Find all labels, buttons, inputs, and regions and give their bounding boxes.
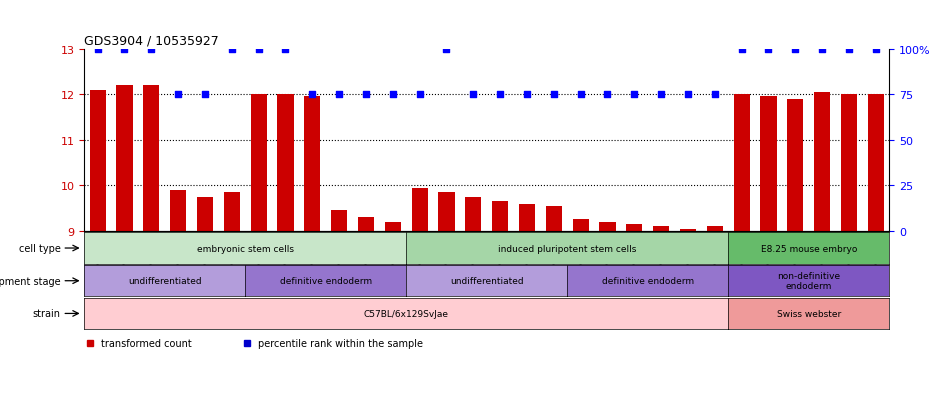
Bar: [868, 95, 884, 231]
Bar: [224, 192, 240, 231]
Point: [734, 46, 749, 53]
Text: E8.25 mouse embryo: E8.25 mouse embryo: [761, 244, 856, 253]
Text: induced pluripotent stem cells: induced pluripotent stem cells: [498, 244, 636, 253]
Bar: [626, 225, 642, 231]
Text: C57BL/6x129SvJae: C57BL/6x129SvJae: [364, 309, 448, 318]
Bar: [734, 95, 750, 231]
Bar: [197, 197, 213, 231]
Bar: [90, 90, 106, 231]
Bar: [787, 100, 803, 231]
Bar: [143, 86, 159, 231]
Text: embryonic stem cells: embryonic stem cells: [197, 244, 294, 253]
Bar: [546, 206, 562, 231]
Text: cell type: cell type: [19, 243, 61, 254]
Point: [600, 92, 615, 98]
Bar: [653, 227, 669, 231]
Point: [251, 46, 266, 53]
Point: [144, 46, 159, 53]
Bar: [277, 95, 294, 231]
Bar: [170, 190, 186, 231]
Bar: [760, 97, 777, 231]
Bar: [358, 218, 374, 231]
Bar: [251, 95, 267, 231]
Bar: [465, 197, 481, 231]
Point: [278, 46, 293, 53]
Bar: [116, 86, 133, 231]
Bar: [599, 222, 616, 231]
Text: percentile rank within the sample: percentile rank within the sample: [258, 339, 423, 349]
Point: [869, 46, 884, 53]
Text: undifferentiated: undifferentiated: [128, 277, 201, 285]
Bar: [412, 188, 428, 231]
Point: [412, 92, 427, 98]
Text: definitive endoderm: definitive endoderm: [602, 277, 694, 285]
Point: [680, 92, 695, 98]
Bar: [331, 211, 347, 231]
Point: [814, 46, 829, 53]
Text: non-definitive
endoderm: non-definitive endoderm: [777, 271, 841, 291]
Point: [519, 92, 534, 98]
Bar: [680, 229, 696, 231]
Text: GDS3904 / 10535927: GDS3904 / 10535927: [84, 34, 219, 47]
Point: [573, 92, 588, 98]
Bar: [814, 93, 830, 231]
Bar: [385, 222, 401, 231]
Bar: [841, 95, 857, 231]
Point: [627, 92, 642, 98]
Point: [841, 46, 856, 53]
Point: [788, 46, 803, 53]
Point: [170, 92, 185, 98]
Point: [761, 46, 776, 53]
Text: development stage: development stage: [0, 276, 61, 286]
Bar: [573, 220, 589, 231]
Text: transformed count: transformed count: [101, 339, 192, 349]
Bar: [304, 97, 320, 231]
Bar: [707, 227, 723, 231]
Bar: [492, 202, 508, 231]
Point: [358, 92, 373, 98]
Point: [386, 92, 401, 98]
Bar: [519, 204, 535, 231]
Point: [547, 92, 562, 98]
Point: [225, 46, 240, 53]
Point: [331, 92, 346, 98]
Point: [439, 46, 454, 53]
Point: [197, 92, 212, 98]
Bar: [438, 192, 455, 231]
Point: [90, 46, 105, 53]
Point: [653, 92, 668, 98]
Point: [466, 92, 481, 98]
Text: Swiss webster: Swiss webster: [777, 309, 841, 318]
Text: strain: strain: [33, 309, 61, 319]
Text: definitive endoderm: definitive endoderm: [280, 277, 372, 285]
Text: undifferentiated: undifferentiated: [450, 277, 523, 285]
Point: [708, 92, 723, 98]
Point: [492, 92, 507, 98]
Point: [117, 46, 132, 53]
Point: [305, 92, 320, 98]
